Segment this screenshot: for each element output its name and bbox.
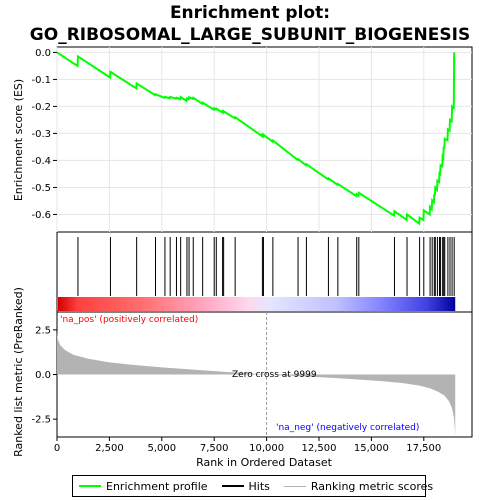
legend-swatch-line-icon <box>79 485 101 487</box>
es-y-axis: 0.0 -0.1 -0.2 -0.3 -0.4 -0.5 -0.6 <box>31 48 57 221</box>
metric-tick-label: 2.5 <box>35 325 51 336</box>
legend-label: Ranking metric scores <box>310 479 434 493</box>
x-tick-label: 5,000 <box>147 443 176 454</box>
es-y-axis-label: Enrichment score (ES) <box>12 79 25 201</box>
chart-title-line2: GO_RIBOSOMAL_LARGE_SUBUNIT_BIOGENESIS <box>30 25 470 45</box>
metric-y-axis: 2.5 0.0 -2.5 <box>31 325 57 426</box>
legend-swatch-line-icon <box>283 485 306 487</box>
es-tick-label: -0.6 <box>31 210 51 221</box>
legend-item-enrichment-profile: Enrichment profile <box>79 480 208 493</box>
x-tick-label: 2,500 <box>95 443 124 454</box>
x-tick-label: 17,500 <box>406 443 441 454</box>
es-tick-label: -0.1 <box>31 75 51 86</box>
x-tick-label: 7,500 <box>200 443 229 454</box>
zero-cross-label: Zero cross at 9999 <box>232 370 317 380</box>
x-tick-label: 15,000 <box>354 443 389 454</box>
x-axis-label: Rank in Ordered Dataset <box>196 456 333 469</box>
legend-label: Enrichment profile <box>106 479 208 493</box>
na-pos-label: 'na_pos' (positively correlated) <box>60 315 198 325</box>
legend-swatch-line-icon <box>221 485 244 487</box>
legend-item-ranking-metric: Ranking metric scores <box>283 479 434 493</box>
x-axis: 0 2,500 5,000 7,500 10,000 12,500 15,000 17,500 <box>54 437 441 454</box>
es-panel-frame <box>56 46 473 233</box>
es-tick-label: -0.2 <box>31 102 51 113</box>
es-tick-label: 0.0 <box>35 48 51 59</box>
es-gridlines <box>56 47 472 232</box>
legend-item-hits: Hits <box>221 479 270 493</box>
x-tick-label: 0 <box>54 443 60 454</box>
x-tick-label: 12,500 <box>301 443 336 454</box>
chart-title-line1: Enrichment plot: <box>170 3 330 23</box>
legend-label: Hits <box>248 479 270 493</box>
hit-lines <box>77 237 455 296</box>
es-tick-label: -0.3 <box>31 129 51 140</box>
na-neg-label: 'na_neg' (negatively correlated) <box>276 423 419 433</box>
enrichment-profile-line <box>56 51 456 226</box>
metric-tick-label: 0.0 <box>35 370 51 381</box>
ranking-metric-area <box>57 331 456 436</box>
metric-tick-label: -2.5 <box>31 415 51 426</box>
legend: Enrichment profile Hits Ranking metric s… <box>72 475 433 497</box>
metric-y-axis-label: Ranked list metric (PreRanked) <box>12 287 25 457</box>
es-tick-label: -0.4 <box>31 156 51 167</box>
es-tick-label: -0.5 <box>31 183 51 194</box>
rank-color-bar <box>58 297 456 311</box>
x-tick-label: 10,000 <box>249 443 284 454</box>
